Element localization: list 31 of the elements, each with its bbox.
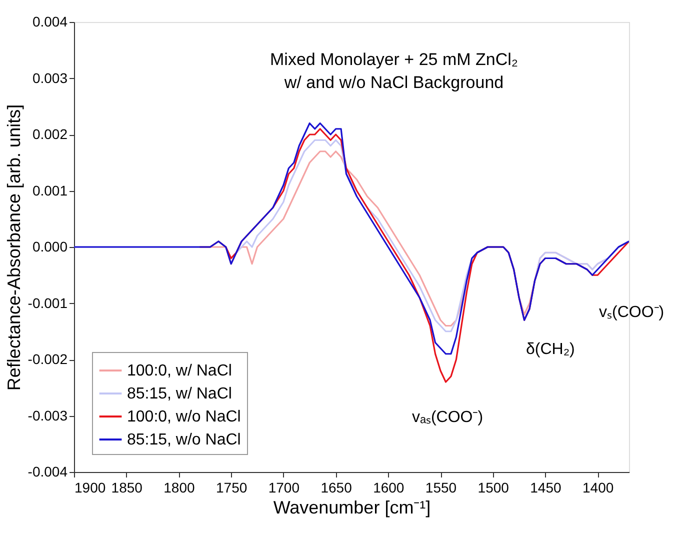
annotation: vₐₛ(COO⁻) bbox=[412, 409, 484, 426]
x-tick-label: 1800 bbox=[164, 480, 195, 496]
x-tick-label: 1600 bbox=[373, 480, 404, 496]
y-tick-label: -0.001 bbox=[28, 294, 68, 311]
y-tick-label: 0.003 bbox=[32, 70, 68, 86]
y-tick-label: -0.003 bbox=[28, 407, 68, 424]
annotation: vₛ(COO⁻) bbox=[599, 304, 664, 321]
x-axis-title: Wavenumber [cm⁻¹] bbox=[273, 498, 431, 518]
y-tick-label: 0.004 bbox=[32, 14, 68, 30]
x-tick-label: 1700 bbox=[268, 480, 300, 496]
x-tick-label: 1900 bbox=[74, 480, 106, 496]
y-axis-title: Reflectance-Absorbance [arb. units] bbox=[4, 104, 24, 391]
x-tick-label: 1500 bbox=[478, 480, 510, 496]
x-tick-label: 1550 bbox=[425, 480, 457, 496]
annotation: δ(CH₂) bbox=[526, 341, 575, 358]
legend-label: 100:0, w/o NaCl bbox=[127, 408, 241, 426]
x-tick-label: 1400 bbox=[582, 480, 614, 496]
x-tick-label: 1650 bbox=[320, 480, 352, 496]
legend-label: 85:15, w/ NaCl bbox=[127, 386, 232, 402]
x-tick-label: 1850 bbox=[111, 480, 143, 496]
y-tick-label: 0.002 bbox=[32, 126, 68, 142]
legend-label: 100:0, w/ NaCl bbox=[127, 362, 232, 380]
y-tick-label: 0.001 bbox=[32, 182, 68, 198]
text: w/ and w/o NaCl Background bbox=[283, 73, 504, 92]
x-tick-label: 1450 bbox=[530, 480, 562, 496]
y-tick-label: -0.002 bbox=[28, 351, 68, 367]
y-tick-label: -0.004 bbox=[28, 464, 68, 480]
x-tick-label: 1750 bbox=[216, 480, 248, 496]
legend-label: 85:15, w/o NaCl bbox=[127, 432, 241, 448]
y-tick-label: 0.000 bbox=[32, 238, 68, 254]
text: Mixed Monolayer + 25 mM ZnCl₂ bbox=[270, 50, 518, 69]
